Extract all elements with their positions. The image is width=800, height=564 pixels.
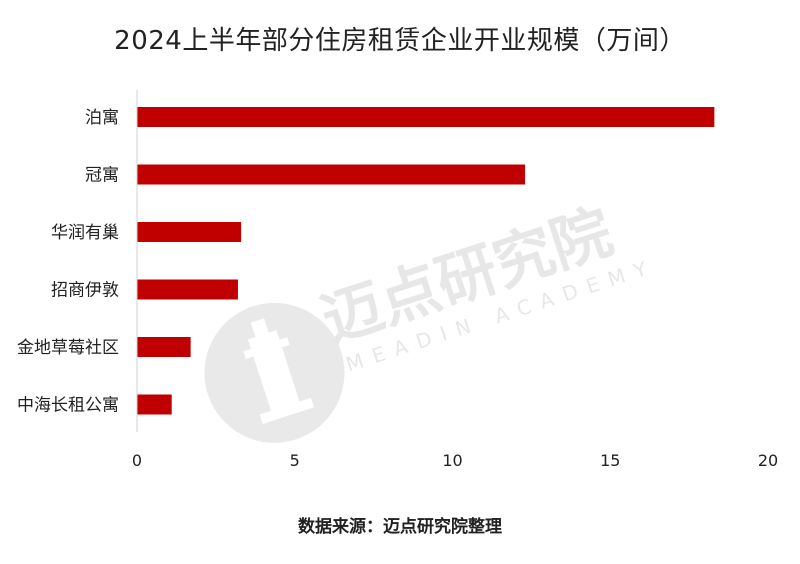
x-tick-labels: 0 5 10 15 20 bbox=[132, 451, 778, 470]
x-tick-label-3: 15 bbox=[600, 451, 620, 470]
category-label-4: 金地草莓社区 bbox=[17, 338, 119, 358]
data-source: 数据来源：迈点研究院整理 bbox=[298, 517, 502, 537]
bars-group bbox=[137, 107, 715, 415]
bar-2 bbox=[137, 222, 242, 242]
bar-0 bbox=[137, 107, 715, 127]
bar-1 bbox=[137, 164, 526, 185]
category-label-0: 泊寓 bbox=[85, 108, 119, 128]
tower-logo-icon bbox=[204, 302, 345, 443]
category-label-3: 招商伊敦 bbox=[51, 281, 119, 301]
category-label-1: 冠寓 bbox=[85, 166, 119, 186]
x-tick-label-4: 20 bbox=[758, 451, 778, 470]
bar-3 bbox=[137, 279, 238, 300]
watermark: 迈点研究院 MEADIN ACADEMY bbox=[204, 197, 659, 443]
x-tick-label-1: 5 bbox=[290, 451, 300, 470]
x-tick-label-2: 10 bbox=[442, 451, 462, 470]
bar-4 bbox=[137, 337, 191, 357]
bar-5 bbox=[137, 394, 172, 415]
chart-title: 2024上半年部分住房租赁企业开业规模（万间） bbox=[114, 26, 686, 56]
category-label-5: 中海长租公寓 bbox=[17, 396, 119, 416]
category-label-2: 华润有巢 bbox=[51, 223, 119, 243]
x-tick-label-0: 0 bbox=[132, 451, 142, 470]
